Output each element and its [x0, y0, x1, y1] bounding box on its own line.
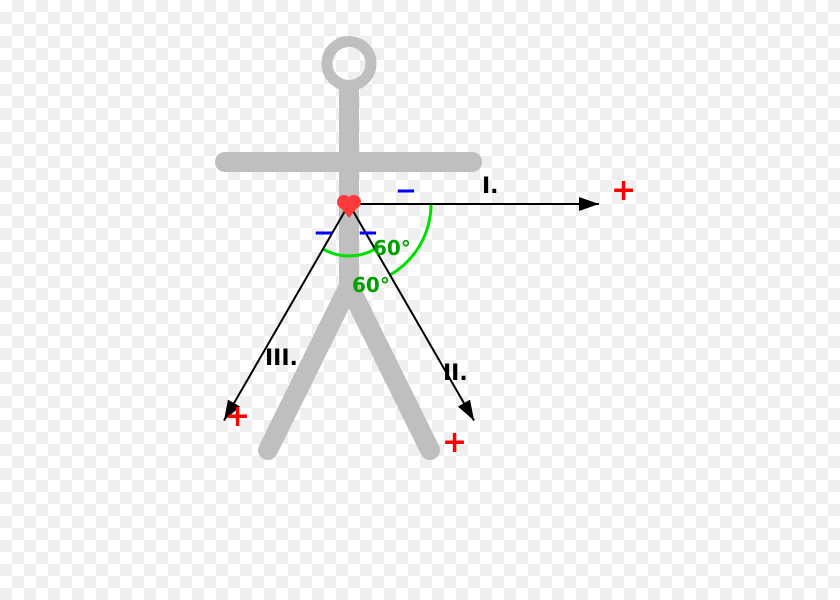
lead-I-label: I.	[482, 176, 499, 198]
minus-I-label: −	[395, 178, 417, 204]
plus-II-label: +	[442, 428, 467, 458]
diagram-svg	[0, 0, 840, 600]
plus-III-label: +	[225, 402, 250, 432]
lead-III-label: III.	[265, 348, 298, 370]
figure-leg-right	[349, 286, 430, 450]
diagram-stage: I. II. III. 60° 60° + + + − − −	[0, 0, 840, 600]
vector-I-arrow	[579, 197, 599, 211]
lead-II-label: II.	[443, 363, 468, 385]
angle-2-label: 60°	[352, 275, 390, 295]
plus-I-label: +	[611, 176, 636, 206]
figure-head	[327, 42, 371, 86]
minus-IIb-label: −	[313, 220, 335, 246]
minus-IIa-label: −	[357, 220, 379, 246]
vector-II-arrow	[458, 400, 474, 421]
